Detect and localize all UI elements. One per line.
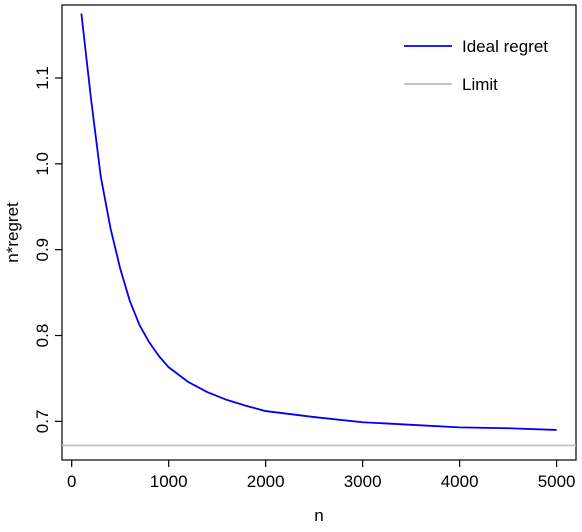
x-tick-label: 4000 [441, 472, 479, 491]
legend-label: Ideal regret [462, 37, 548, 56]
y-tick-label: 1.1 [33, 66, 52, 90]
y-axis-title: n*regret [3, 202, 22, 263]
x-tick-label: 1000 [150, 472, 188, 491]
plot-border [61, 4, 577, 461]
y-tick-label: 1.0 [33, 152, 52, 176]
x-axis-title: n [314, 506, 323, 525]
legend-label: Limit [462, 75, 498, 94]
x-tick-label: 0 [67, 472, 76, 491]
y-tick-label: 0.8 [33, 324, 52, 348]
x-tick-label: 3000 [344, 472, 382, 491]
series-line-ideal-regret [80, 13, 557, 431]
y-tick-label: 0.7 [33, 410, 52, 434]
x-tick-label: 2000 [247, 472, 285, 491]
x-tick-label: 5000 [538, 472, 576, 491]
y-tick-label: 0.9 [33, 238, 52, 262]
